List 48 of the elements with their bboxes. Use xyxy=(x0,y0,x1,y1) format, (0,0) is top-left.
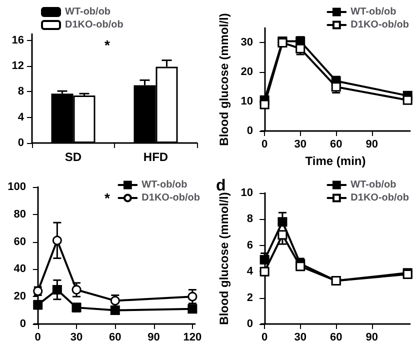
annotation: * xyxy=(104,37,110,53)
x-tick-label: SD xyxy=(64,150,82,164)
x-tick-label: 60 xyxy=(330,332,342,344)
y-tick-label: 12 xyxy=(12,60,24,72)
y-tick-label: 8 xyxy=(246,213,253,226)
y-tick-label: 6 xyxy=(246,239,253,252)
legend-label: D1KO-ob/ob xyxy=(142,192,200,204)
legend-label: WT-ob/ob xyxy=(350,6,396,18)
x-tick-label: 120 xyxy=(183,332,202,344)
x-tick-label: HFD xyxy=(143,150,168,164)
x-axis-title: Time (min) xyxy=(305,154,366,168)
x-tick-label: 90 xyxy=(148,332,160,344)
x-tick-label: 60 xyxy=(109,332,122,344)
y-tick-label: 2 xyxy=(246,292,253,304)
legend-label: WT-ob/ob xyxy=(350,180,396,190)
x-tick-label: 90 xyxy=(366,332,378,344)
y-axis-title: Blood glucose (mmol/l) xyxy=(216,192,231,325)
legend-label: D1KO-ob/ob xyxy=(350,20,410,30)
annotation: * xyxy=(104,190,110,206)
y-tick-label: 0 xyxy=(246,318,253,330)
y-tick-label: 100 xyxy=(8,181,26,193)
y-tick-label: 4 xyxy=(246,266,254,278)
legend-label: WT-ob/ob xyxy=(142,180,188,190)
y-tick-label: 80 xyxy=(14,208,26,220)
x-tick-label: 60 xyxy=(330,138,342,150)
y-tick-label: 10 xyxy=(240,96,253,108)
y-tick-label: 8 xyxy=(18,86,24,98)
y-tick-label: 40 xyxy=(14,263,26,276)
x-tick-label: 30 xyxy=(294,138,306,150)
y-tick-label: 30 xyxy=(240,36,253,49)
legend-label: D1KO-ob/ob xyxy=(350,192,410,204)
y-tick-label: 0 xyxy=(20,318,26,330)
y-tick-label: 10 xyxy=(240,187,253,199)
legend-label: D1KO-ob/ob xyxy=(65,20,124,30)
y-tick-label: 60 xyxy=(14,236,26,248)
x-tick-label: 0 xyxy=(34,332,41,344)
x-tick-label: 0 xyxy=(262,138,268,150)
x-tick-label: 90 xyxy=(366,138,378,150)
y-axis-title: Blood glucose (mmol/l) xyxy=(216,13,231,146)
x-tick-label: 30 xyxy=(294,332,306,344)
y-tick-label: 4 xyxy=(18,111,25,124)
y-tick-label: 16 xyxy=(12,34,24,46)
y-tick-label: 20 xyxy=(240,66,253,78)
y-tick-label: 0 xyxy=(246,125,253,137)
x-tick-label: 30 xyxy=(70,332,83,344)
legend-label: WT-ob/ob xyxy=(65,6,111,18)
y-tick-label: 20 xyxy=(14,290,26,303)
x-tick-label: 0 xyxy=(262,332,268,344)
